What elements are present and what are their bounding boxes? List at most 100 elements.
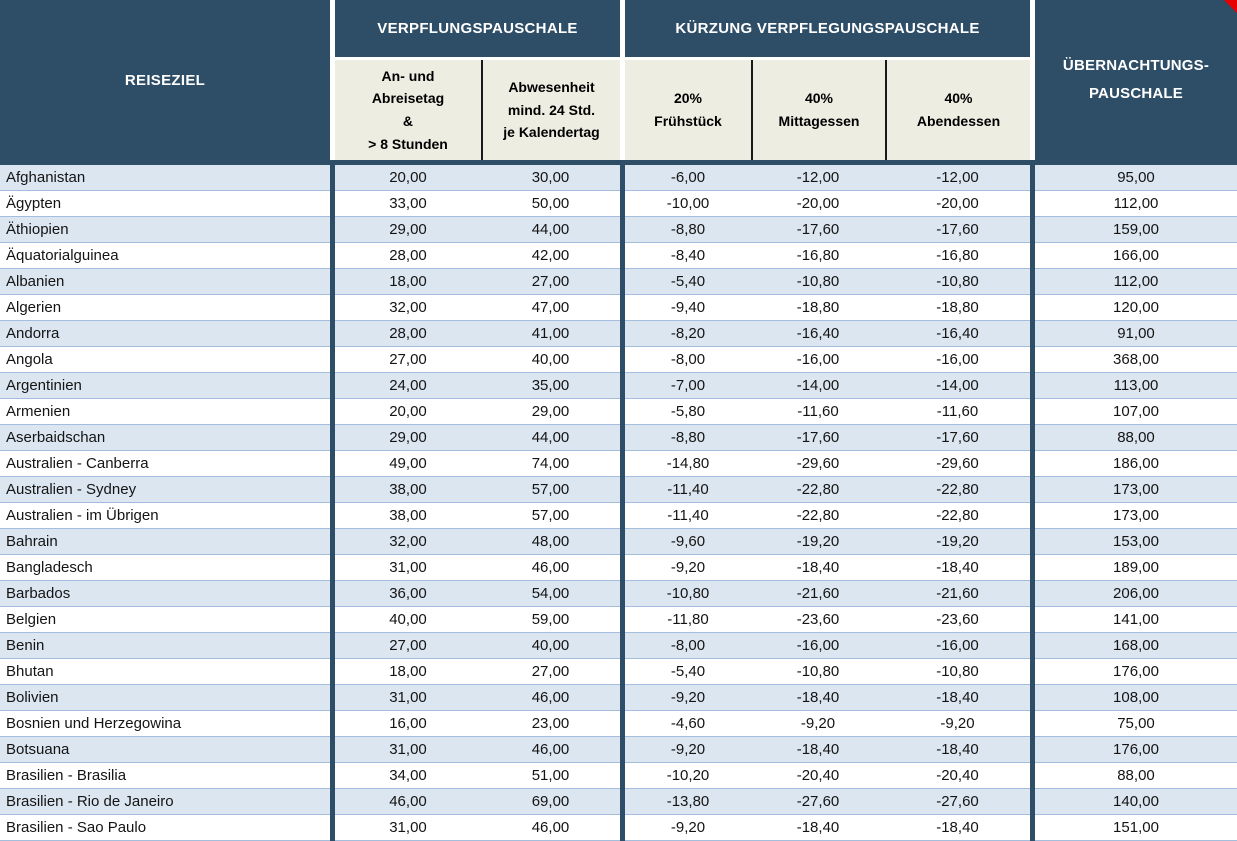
table-row: Bangladesch 31,00 46,00 -9,20 -18,40 -18… <box>0 555 1237 581</box>
column-divider <box>1030 425 1035 451</box>
cell-lodging-rate: 75,00 <box>1035 711 1237 737</box>
cell-lunch-reduction: -27,60 <box>751 789 885 815</box>
cell-dinner-reduction: -22,80 <box>885 503 1030 529</box>
cell-destination: Bahrain <box>0 529 330 555</box>
cell-destination: Äthiopien <box>0 217 330 243</box>
cell-lunch-reduction: -10,80 <box>751 659 885 685</box>
group-gap <box>625 57 1030 60</box>
cell-lunch-reduction: -11,60 <box>751 399 885 425</box>
cell-lodging-rate: 186,00 <box>1035 451 1237 477</box>
cell-lodging-rate: 176,00 <box>1035 659 1237 685</box>
table-header: REISEZIEL VERPFLUNGSPAUSCHALE An- und Ab… <box>0 0 1237 160</box>
header-uebernachtungspauschale-label: ÜBERNACHTUNGS- PAUSCHALE <box>1062 57 1210 102</box>
cell-lunch-reduction: -21,60 <box>751 581 885 607</box>
table-row: Australien - im Übrigen 38,00 57,00 -11,… <box>0 503 1237 529</box>
cell-full-day-rate: 42,00 <box>481 243 620 269</box>
cell-destination: Armenien <box>0 399 330 425</box>
cell-full-day-rate: 27,00 <box>481 659 620 685</box>
cell-dinner-reduction: -18,40 <box>885 815 1030 841</box>
cell-breakfast-reduction: -5,40 <box>625 269 751 295</box>
column-divider <box>330 399 335 425</box>
column-divider <box>1030 529 1035 555</box>
table-row: Argentinien 24,00 35,00 -7,00 -14,00 -14… <box>0 373 1237 399</box>
cell-arrival-departure-rate: 27,00 <box>335 347 481 373</box>
cell-destination: Botsuana <box>0 737 330 763</box>
cell-arrival-departure-rate: 49,00 <box>335 451 481 477</box>
cell-breakfast-reduction: -9,20 <box>625 555 751 581</box>
cell-lodging-rate: 120,00 <box>1035 295 1237 321</box>
column-divider <box>1030 659 1035 685</box>
column-divider <box>620 321 625 347</box>
cell-arrival-departure-rate: 31,00 <box>335 685 481 711</box>
column-divider <box>620 633 625 659</box>
cell-dinner-reduction: -20,40 <box>885 763 1030 789</box>
column-divider <box>1030 321 1035 347</box>
cell-lunch-reduction: -22,80 <box>751 477 885 503</box>
column-divider <box>330 763 335 789</box>
header-reiseziel: REISEZIEL <box>0 0 330 160</box>
column-divider <box>1030 581 1035 607</box>
cell-destination: Albanien <box>0 269 330 295</box>
header-gap <box>1030 0 1035 160</box>
column-divider <box>620 347 625 373</box>
column-divider <box>330 425 335 451</box>
cell-destination: Australien - Sydney <box>0 477 330 503</box>
cell-arrival-departure-rate: 32,00 <box>335 295 481 321</box>
cell-dinner-reduction: -16,80 <box>885 243 1030 269</box>
cell-full-day-rate: 47,00 <box>481 295 620 321</box>
cell-full-day-rate: 30,00 <box>481 165 620 191</box>
cell-lodging-rate: 176,00 <box>1035 737 1237 763</box>
cell-destination: Barbados <box>0 581 330 607</box>
column-divider <box>330 555 335 581</box>
cell-lunch-reduction: -18,40 <box>751 685 885 711</box>
cell-destination: Ägypten <box>0 191 330 217</box>
column-divider <box>330 321 335 347</box>
column-divider <box>620 685 625 711</box>
column-divider <box>330 581 335 607</box>
column-divider <box>620 789 625 815</box>
column-divider <box>1030 477 1035 503</box>
cell-breakfast-reduction: -11,40 <box>625 503 751 529</box>
cell-lunch-reduction: -22,80 <box>751 503 885 529</box>
column-divider <box>1030 607 1035 633</box>
cell-full-day-rate: 57,00 <box>481 477 620 503</box>
cell-breakfast-reduction: -6,00 <box>625 165 751 191</box>
cell-breakfast-reduction: -9,20 <box>625 815 751 841</box>
cell-arrival-departure-rate: 31,00 <box>335 815 481 841</box>
column-divider <box>330 191 335 217</box>
comment-marker-icon <box>1224 0 1237 13</box>
table-row: Angola 27,00 40,00 -8,00 -16,00 -16,00 3… <box>0 347 1237 373</box>
cell-full-day-rate: 59,00 <box>481 607 620 633</box>
cell-destination: Argentinien <box>0 373 330 399</box>
table-row: Australien - Canberra 49,00 74,00 -14,80… <box>0 451 1237 477</box>
column-divider <box>330 789 335 815</box>
cell-destination: Belgien <box>0 607 330 633</box>
column-divider <box>330 529 335 555</box>
cell-arrival-departure-rate: 29,00 <box>335 217 481 243</box>
column-divider <box>1030 347 1035 373</box>
header-gap <box>330 0 335 160</box>
cell-full-day-rate: 40,00 <box>481 347 620 373</box>
cell-breakfast-reduction: -9,20 <box>625 737 751 763</box>
cell-lunch-reduction: -23,60 <box>751 607 885 633</box>
cell-dinner-reduction: -27,60 <box>885 789 1030 815</box>
cell-arrival-departure-rate: 33,00 <box>335 191 481 217</box>
cell-full-day-rate: 69,00 <box>481 789 620 815</box>
table-row: Äquatorialguinea 28,00 42,00 -8,40 -16,8… <box>0 243 1237 269</box>
cell-destination: Andorra <box>0 321 330 347</box>
cell-breakfast-reduction: -13,80 <box>625 789 751 815</box>
table-row: Bolivien 31,00 46,00 -9,20 -18,40 -18,40… <box>0 685 1237 711</box>
cell-dinner-reduction: -10,80 <box>885 269 1030 295</box>
column-divider <box>620 165 625 191</box>
column-divider <box>620 503 625 529</box>
cell-breakfast-reduction: -5,80 <box>625 399 751 425</box>
cell-full-day-rate: 46,00 <box>481 685 620 711</box>
column-divider <box>330 451 335 477</box>
cell-destination: Aserbaidschan <box>0 425 330 451</box>
table-row: Brasilien - Sao Paulo 31,00 46,00 -9,20 … <box>0 815 1237 841</box>
column-divider <box>1030 217 1035 243</box>
cell-breakfast-reduction: -10,00 <box>625 191 751 217</box>
column-divider <box>620 295 625 321</box>
column-divider <box>330 165 335 191</box>
cell-destination: Benin <box>0 633 330 659</box>
